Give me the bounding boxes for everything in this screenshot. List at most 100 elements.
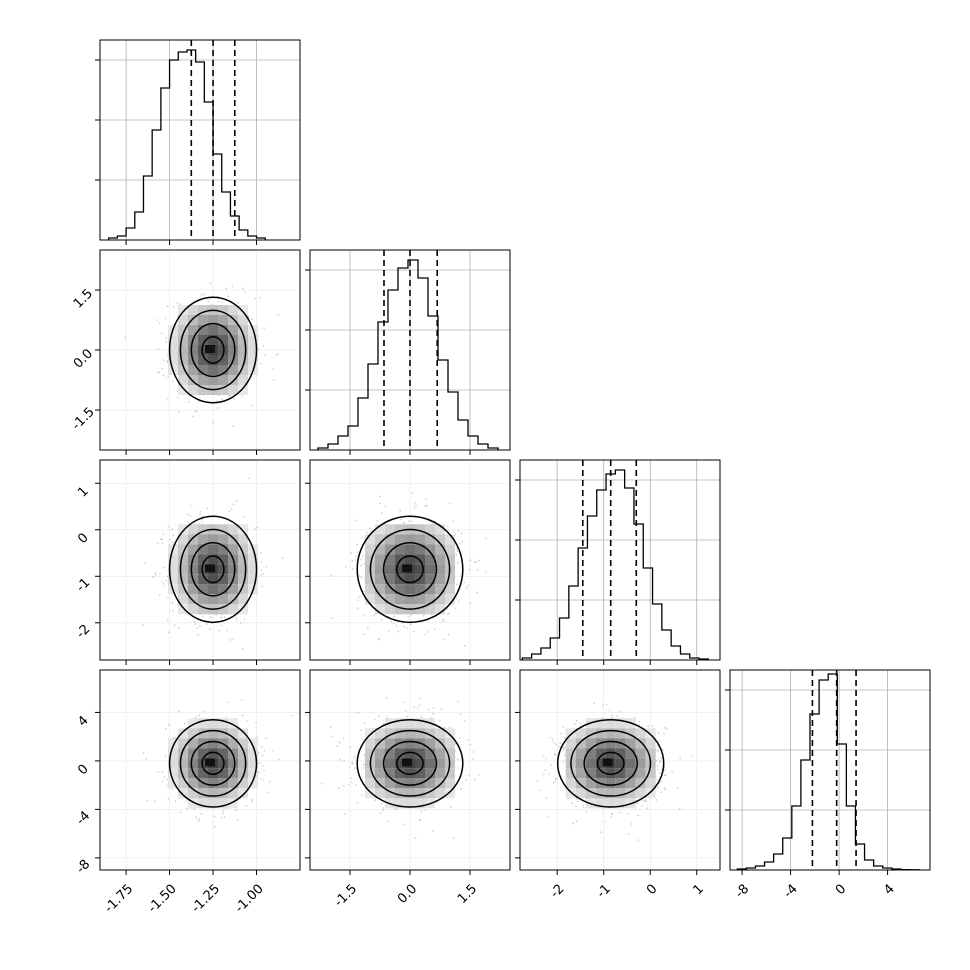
scatter-point — [463, 581, 466, 584]
scatter-point — [382, 807, 385, 809]
density-block — [445, 728, 455, 739]
scatter-point — [232, 424, 234, 427]
scatter-point — [160, 538, 163, 541]
density-block — [178, 554, 189, 565]
pair-frame-1 — [99, 459, 301, 661]
scatter-point — [472, 751, 475, 753]
density-block — [248, 758, 259, 769]
density-block — [425, 768, 435, 779]
scatter-point — [665, 727, 668, 730]
density-block — [168, 355, 179, 365]
density-block — [605, 718, 616, 729]
scatter-point — [174, 799, 177, 802]
x-tick-label-var1-1: 0.0 — [395, 882, 420, 907]
histogram-panel-1 — [305, 249, 511, 455]
scatter-point — [611, 716, 613, 719]
scatter-point — [358, 575, 360, 577]
density-block — [198, 554, 209, 565]
scatter-point — [220, 624, 223, 627]
scatter-point — [260, 560, 263, 563]
scatter-point — [657, 731, 660, 734]
density-block — [425, 534, 435, 545]
scatter-point — [427, 631, 430, 633]
density-peak — [205, 758, 216, 767]
scatter-point — [460, 787, 463, 790]
scatter-point — [378, 502, 381, 505]
density-block — [415, 718, 425, 729]
scatter-point — [663, 774, 666, 777]
density-block — [605, 748, 616, 759]
scatter-point — [454, 607, 457, 609]
density-block — [238, 768, 249, 779]
density-block — [168, 345, 179, 355]
density-block — [248, 355, 259, 365]
scatter-point — [381, 809, 384, 811]
density-block — [385, 584, 395, 595]
density-block — [405, 574, 415, 585]
density-block — [198, 534, 209, 545]
contour-0.5 — [201, 336, 225, 364]
scatter-point — [243, 291, 246, 294]
scatter-point — [194, 410, 197, 413]
scatter-point — [477, 773, 480, 776]
scatter-point — [456, 561, 459, 564]
scatter-point — [245, 804, 248, 807]
x-tick-label-var1-0: -1.5 — [332, 882, 361, 911]
scatter-point — [618, 710, 621, 713]
scatter-point — [374, 799, 377, 802]
scatter-point — [387, 630, 390, 632]
scatter-point — [152, 576, 154, 578]
density-block — [198, 594, 209, 605]
density-block — [565, 768, 576, 779]
density-block — [595, 788, 606, 799]
density-block — [208, 748, 219, 759]
scatter-point — [201, 522, 204, 524]
density-block — [625, 738, 636, 749]
scatter-point — [662, 733, 665, 735]
scatter-point — [660, 757, 663, 760]
density-block — [188, 345, 199, 355]
density-block — [395, 574, 405, 585]
density-block — [445, 788, 455, 799]
scatter-point — [355, 519, 358, 522]
density-block — [635, 788, 646, 799]
scatter-point — [330, 617, 333, 620]
density-block — [435, 554, 445, 565]
density-block — [405, 798, 415, 809]
density-block — [645, 738, 656, 749]
scatter-point — [414, 837, 417, 840]
density-block — [405, 718, 415, 729]
scatter-point — [463, 644, 466, 647]
contour-2 — [168, 718, 258, 808]
scatter-point — [165, 336, 168, 339]
density-block — [198, 604, 209, 615]
density-block — [405, 768, 415, 779]
density-block — [375, 738, 385, 749]
density-block — [645, 778, 656, 789]
scatter-point — [262, 572, 264, 575]
density-block — [218, 305, 229, 315]
density-block — [435, 584, 445, 595]
density-block — [238, 564, 249, 575]
scatter-point — [546, 816, 549, 819]
x-tick-label-var0-1: -1.50 — [145, 882, 179, 916]
density-block — [375, 534, 385, 545]
scatter-point — [320, 782, 323, 785]
scatter-point — [690, 754, 693, 757]
contour-0.5 — [201, 751, 225, 775]
scatter-point — [239, 622, 242, 625]
scatter-point — [146, 799, 149, 802]
scatter-point — [465, 779, 467, 781]
scatter-point — [142, 624, 145, 627]
scatter-point — [257, 751, 260, 754]
scatter-point — [171, 602, 174, 604]
density-block — [248, 778, 259, 789]
density-peak — [602, 758, 613, 767]
histogram-panel-3 — [725, 669, 931, 875]
scatter-point — [384, 505, 387, 508]
density-block — [365, 738, 375, 749]
density-block — [218, 604, 229, 615]
scatter-point — [165, 341, 168, 344]
density-block — [218, 748, 229, 759]
scatter-point — [254, 527, 257, 530]
